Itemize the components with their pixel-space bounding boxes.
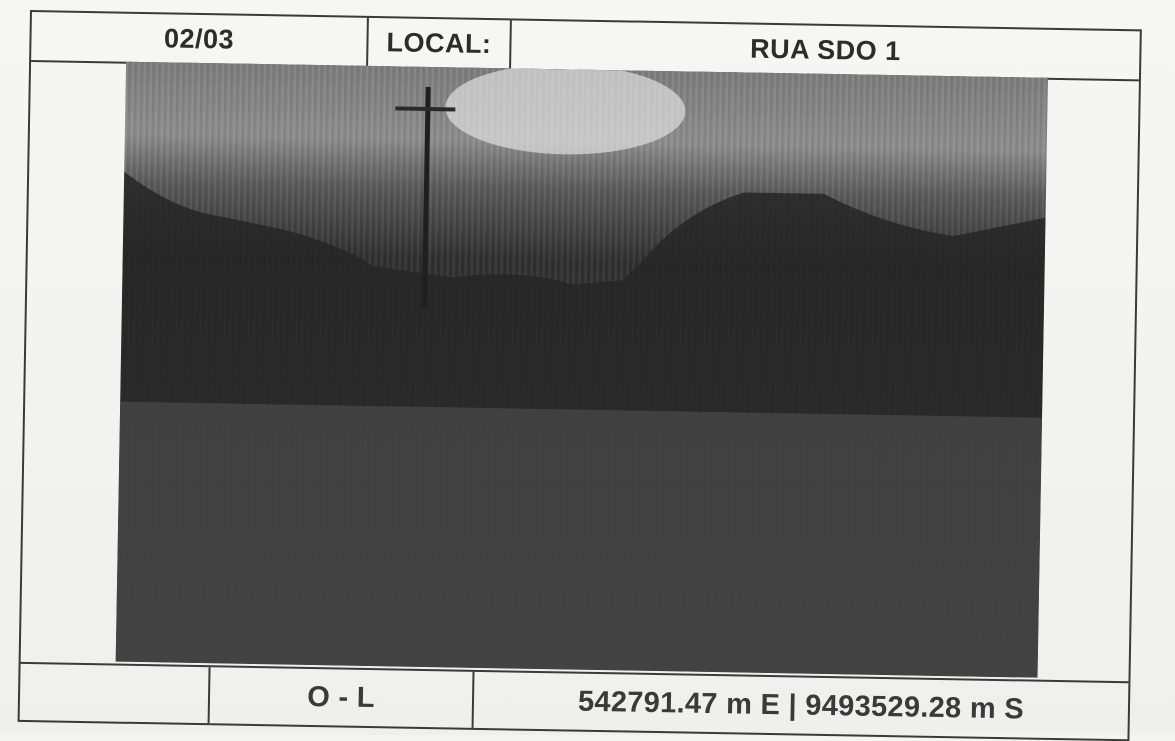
direction-cell: O - L	[207, 667, 475, 728]
utility-pole	[421, 86, 431, 307]
street-surface	[115, 401, 1043, 678]
sky-glow	[445, 64, 686, 155]
blank-cell	[20, 664, 209, 723]
photo-scene	[115, 64, 1046, 678]
photo-number-cell: 02/03	[31, 12, 369, 66]
coordinates-cell: 542791.47 m E | 9493529.28 m S	[474, 672, 1129, 739]
site-photo	[115, 61, 1048, 678]
treeline	[115, 171, 1046, 678]
photo-record-table: 02/03 LOCAL: RUA SDO 1	[17, 10, 1142, 741]
coordinates-value: 542791.47 m E | 9493529.28 m S	[577, 685, 1025, 725]
direction-value: O - L	[307, 680, 376, 714]
photo-number: 02/03	[163, 22, 235, 55]
pole-crossarm	[395, 106, 456, 112]
local-label: LOCAL:	[386, 26, 492, 59]
location-name: RUA SDO 1	[749, 33, 901, 66]
local-label-cell: LOCAL:	[368, 17, 512, 69]
